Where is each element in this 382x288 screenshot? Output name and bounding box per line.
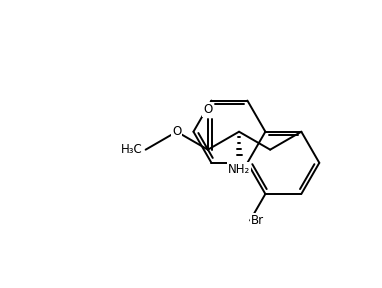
Text: Br: Br: [251, 214, 264, 227]
Text: O: O: [203, 103, 212, 116]
Text: NH₂: NH₂: [228, 163, 250, 176]
Text: O: O: [172, 125, 181, 138]
Text: H₃C: H₃C: [121, 143, 142, 156]
